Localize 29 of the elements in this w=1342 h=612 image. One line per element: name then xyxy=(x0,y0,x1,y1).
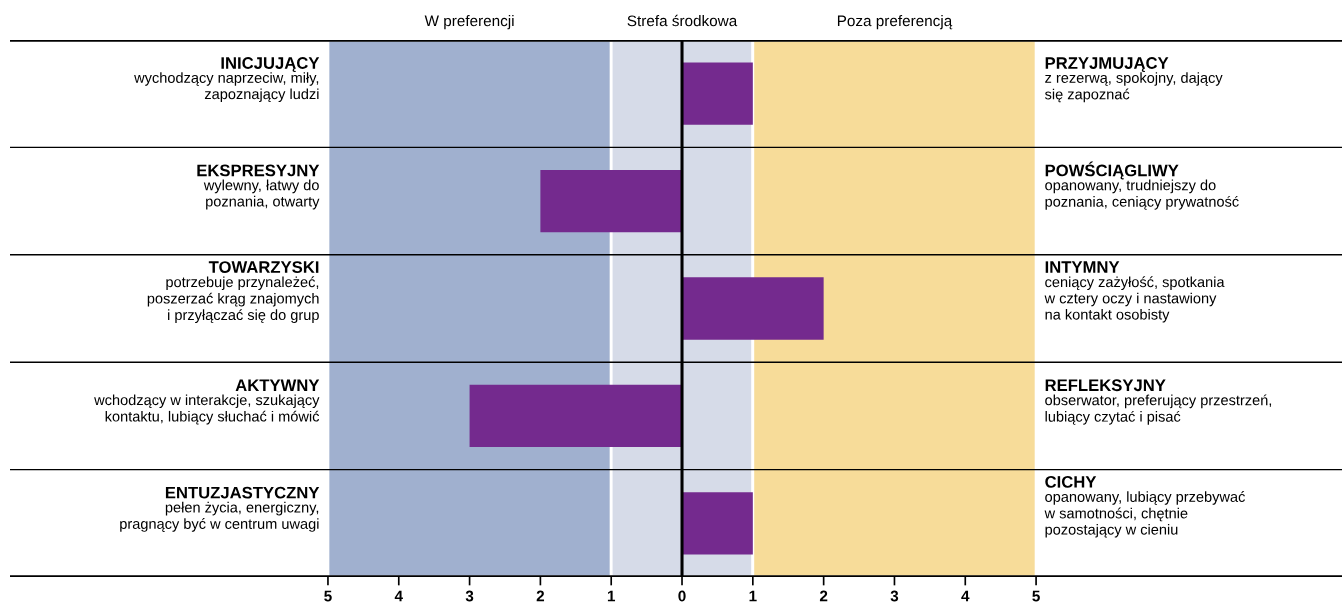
x-tick-label: 5 xyxy=(324,590,332,602)
x-tick-label: 3 xyxy=(465,590,474,602)
band-label: Strefa środkowa xyxy=(627,14,738,27)
x-tick-label: 4 xyxy=(961,590,970,602)
annotation: POWŚCIĄGLIWY opanowany, trudniejszy do poznania, ceniący prywatność xyxy=(1045,161,1239,210)
annotation: INTYMNY ceniący zażyłość, spotkania w cztery oczy i nastawiony na kontakt osobisty xyxy=(1044,261,1225,323)
annotation: PRZYJMUJĄCY z rezerwą, spokojny, dający się zapoznać xyxy=(1044,57,1223,103)
x-tick-label: 5 xyxy=(1032,590,1040,602)
x-tick-label: 1 xyxy=(607,590,616,602)
annotation: REFLEKSYJNY obserwator, preferujący przestrzeń, lubiący czytać i pisać xyxy=(1045,379,1272,425)
annotation: CICHY opanowany, lubiący przebywać w samotności, chętnie pozostający w cieniu xyxy=(1044,475,1245,538)
y-tick-label: EKSPRESYJNY wylewny, łatwy do poznania, otwarty xyxy=(197,164,320,210)
band-label: Poza preferencją xyxy=(837,15,953,30)
x-tick-label: 3 xyxy=(890,590,899,602)
x-tick-label: 1 xyxy=(749,590,757,602)
bar xyxy=(682,492,753,555)
y-tick-label: AKTYWNY wchodzący w interakcje, szukający kontaktu, lubiący słuchać i mówić xyxy=(94,379,320,425)
bar xyxy=(682,62,753,125)
x-tick-label: 2 xyxy=(819,590,828,602)
y-tick-label: ENTUZJASTYCZNY pełen życia, energiczny, pragnący być w centrum uwagi xyxy=(120,486,320,532)
band-label: W preferencji xyxy=(424,15,514,30)
bar xyxy=(469,384,683,448)
x-tick-label: 4 xyxy=(394,590,403,602)
y-tick-label: TOWARZYSKI potrzebuje przynależeć, poszerzać krąg znajomych i przyłączać się do grup xyxy=(147,261,319,323)
bar xyxy=(682,277,824,340)
x-tick-label: 0 xyxy=(678,590,686,602)
x-tick-label: 2 xyxy=(536,590,545,602)
y-tick-label: INICJUJĄCY wychodzący naprzeciw, miły, zapoznający ludzi xyxy=(134,57,320,103)
bar xyxy=(540,169,683,233)
